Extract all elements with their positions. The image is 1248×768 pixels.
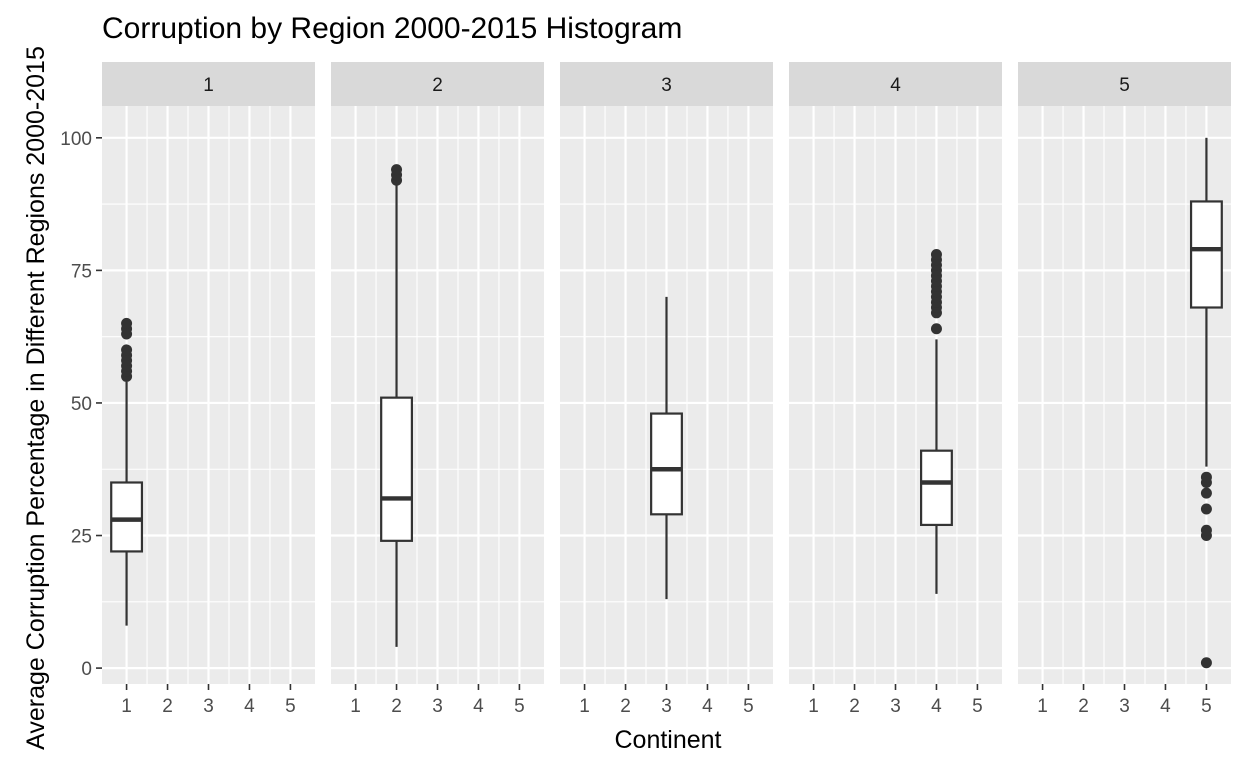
box-1 — [110, 317, 144, 626]
box-body — [110, 481, 144, 553]
x-tick-label: 3 — [203, 696, 214, 717]
x-tick-label: 2 — [162, 696, 173, 717]
facet-label: 2 — [432, 75, 443, 96]
facet-label: 1 — [203, 75, 214, 96]
x-tick-label: 1 — [121, 696, 132, 717]
facet-strip — [560, 62, 773, 106]
facet-panel-3: 3 1 2 3 4 5 — [560, 62, 773, 717]
x-tick-label: 5 — [972, 696, 983, 717]
box-5 — [1189, 137, 1223, 669]
x-tick-label: 5 — [1201, 696, 1212, 717]
y-axis-title: Average Corruption Percentage in Differe… — [22, 46, 50, 750]
x-tick-label: 1 — [350, 696, 361, 717]
outlier-point — [121, 317, 133, 329]
y-tick-label: 100 — [60, 129, 92, 150]
x-tick-label: 4 — [702, 696, 713, 717]
facet-panel-4: 4 1 2 3 4 5 — [789, 62, 1002, 717]
outlier-point — [1200, 503, 1212, 515]
outlier-point — [391, 164, 403, 176]
chart-title: Corruption by Region 2000-2015 Histogram — [102, 12, 682, 45]
facet-strip — [789, 62, 1002, 106]
x-tick-label: 2 — [849, 696, 860, 717]
box-4 — [920, 248, 953, 594]
facet-label: 3 — [661, 75, 672, 96]
x-tick-label: 3 — [1119, 696, 1130, 717]
facet-panels: 1 1 2 3 4 5 2 1 2 3 4 5 3 1 2 3 4 5 4 1 2 3 4 5 5 1 2 3 4 5 — [102, 62, 1231, 717]
x-tick-label: 1 — [579, 696, 590, 717]
y-tick-label: 75 — [71, 261, 92, 282]
box-body — [920, 449, 953, 527]
x-tick-label: 5 — [743, 696, 754, 717]
facet-panel-2: 2 1 2 3 4 5 — [331, 62, 544, 717]
facet-strip — [102, 62, 315, 106]
x-tick-label: 4 — [473, 696, 484, 717]
x-tick-label: 1 — [1037, 696, 1048, 717]
box-3 — [650, 296, 683, 600]
x-tick-label: 5 — [514, 696, 525, 717]
y-tick-label: 0 — [81, 659, 92, 680]
x-tick-label: 4 — [931, 696, 942, 717]
facet-label: 4 — [890, 75, 901, 96]
x-tick-label: 4 — [1160, 696, 1171, 717]
box-body — [1189, 200, 1223, 309]
box-body — [380, 396, 413, 542]
outlier-point — [930, 248, 942, 260]
x-tick-label: 2 — [620, 696, 631, 717]
facet-label: 5 — [1119, 75, 1130, 96]
facet-panel-5: 5 1 2 3 4 5 — [1018, 62, 1231, 717]
facet-strip — [1018, 62, 1231, 106]
outlier-point — [1200, 524, 1212, 536]
x-tick-label: 2 — [391, 696, 402, 717]
box-2 — [380, 164, 413, 647]
x-tick-label: 4 — [244, 696, 255, 717]
y-tick-label: 50 — [71, 394, 92, 415]
y-axis: 0 25 50 75 100 — [60, 129, 102, 680]
x-axis-title: Continent — [614, 726, 721, 754]
outlier-point — [1200, 471, 1212, 483]
x-tick-label: 2 — [1078, 696, 1089, 717]
x-tick-label: 5 — [285, 696, 296, 717]
facet-panel-1: 1 1 2 3 4 5 — [102, 62, 315, 717]
outlier-point — [1200, 657, 1212, 669]
facet-strip — [331, 62, 544, 106]
outlier-point — [121, 344, 133, 356]
outlier-point — [1200, 487, 1212, 499]
x-tick-label: 3 — [890, 696, 901, 717]
x-tick-label: 1 — [808, 696, 819, 717]
x-tick-label: 3 — [432, 696, 443, 717]
x-tick-label: 3 — [661, 696, 672, 717]
outlier-point — [930, 323, 942, 335]
box-body — [650, 412, 683, 516]
y-tick-label: 25 — [71, 527, 92, 548]
